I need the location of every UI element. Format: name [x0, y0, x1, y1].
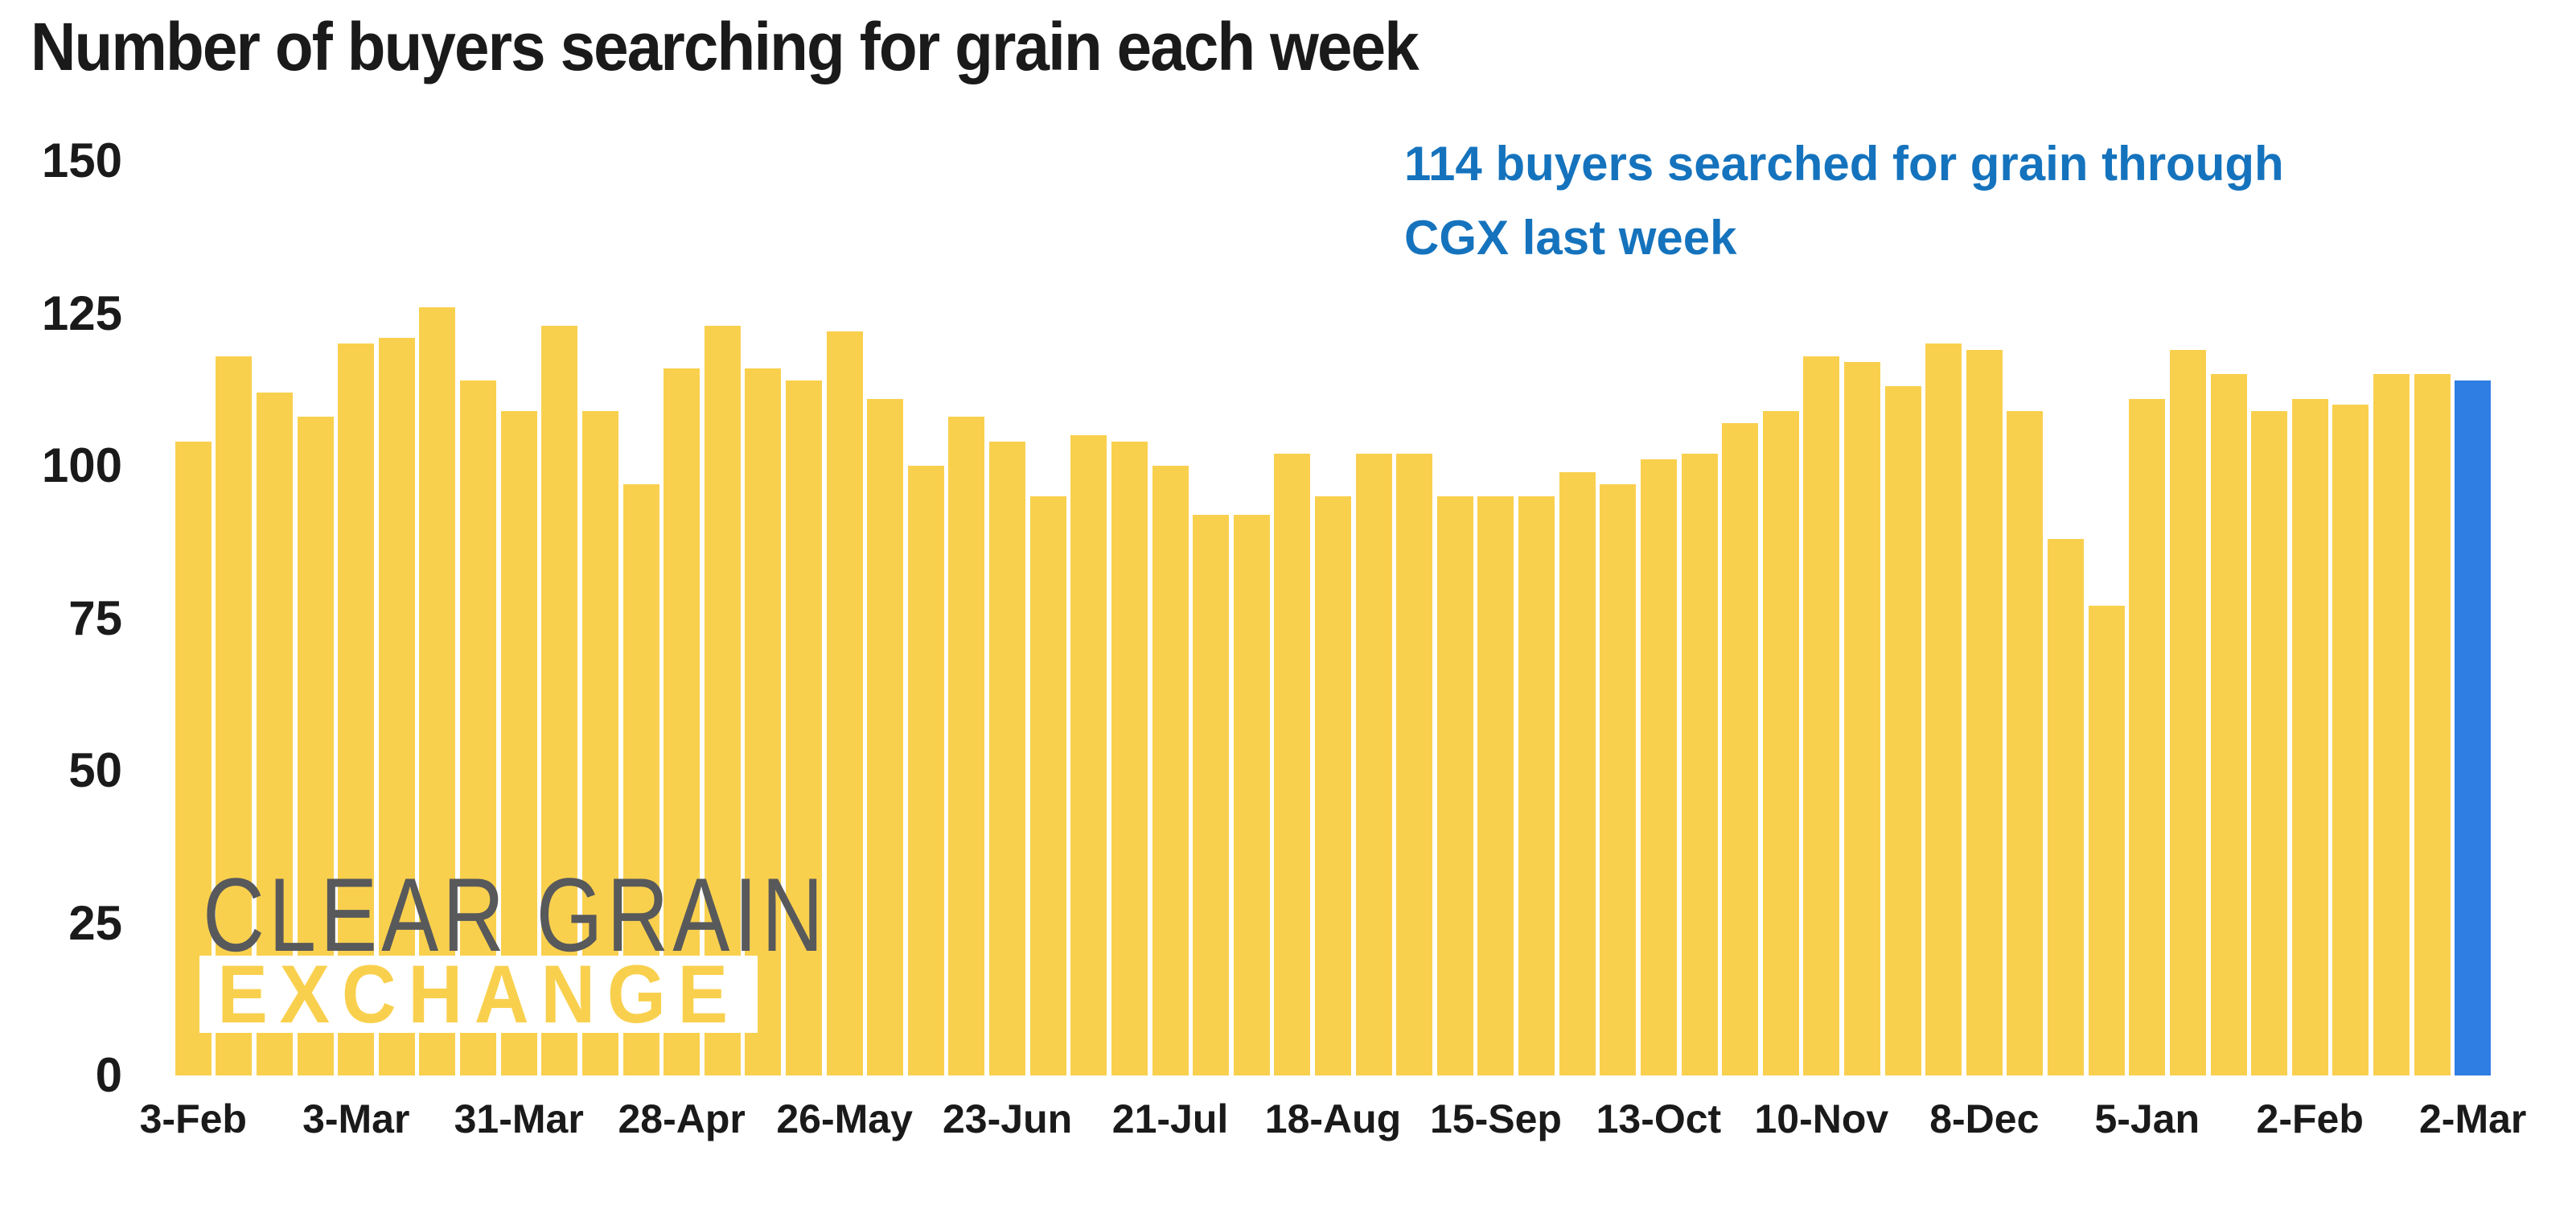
bar	[1436, 496, 1473, 1075]
bar	[419, 306, 456, 1075]
plot-area	[173, 161, 2493, 1075]
y-axis: 0 25 50 75 100 125 150	[0, 0, 129, 1205]
bar	[1762, 410, 1799, 1075]
watermark-logo-band: EXCHANGE	[199, 948, 758, 1040]
bar	[1070, 435, 1107, 1075]
bar	[2414, 374, 2451, 1075]
bar	[1559, 471, 1596, 1075]
bar	[1029, 496, 1066, 1075]
bar	[826, 331, 863, 1075]
bar	[1193, 514, 1230, 1075]
bar	[1640, 459, 1677, 1075]
bar	[1722, 422, 1759, 1075]
x-axis-tick-label: 10-Nov	[1754, 1096, 1889, 1141]
bar	[786, 380, 823, 1075]
bar	[2251, 410, 2288, 1075]
y-axis-tick-label: 0	[95, 1048, 122, 1102]
x-axis-tick-label: 15-Sep	[1429, 1096, 1562, 1141]
bar	[2169, 349, 2206, 1075]
x-axis-tick-label: 28-Apr	[618, 1096, 746, 1141]
annotation-line-1: 114 buyers searched for grain through	[1404, 137, 2284, 191]
bar	[704, 325, 741, 1075]
bar	[2007, 410, 2044, 1075]
bar	[1803, 356, 1840, 1075]
x-axis-tick-label: 5-Jan	[2094, 1096, 2200, 1141]
x-axis-tick-label: 18-Aug	[1264, 1096, 1402, 1141]
x-axis-tick-label: 13-Oct	[1596, 1096, 1722, 1141]
bar	[1233, 514, 1270, 1075]
bar	[1966, 349, 2003, 1075]
bar	[2129, 398, 2166, 1075]
y-axis-tick-label: 25	[68, 895, 122, 950]
x-axis-tick-label: 3-Mar	[302, 1096, 410, 1141]
bar	[1274, 453, 1311, 1075]
chart-title: Number of buyers searching for grain eac…	[31, 9, 1419, 84]
x-axis-tick-label: 26-May	[776, 1096, 913, 1141]
x-axis-tick-label: 21-Jul	[1111, 1096, 1229, 1141]
bar	[1477, 496, 1514, 1075]
bar	[2291, 398, 2328, 1075]
y-axis-tick-label: 100	[41, 438, 122, 492]
bar	[1152, 466, 1189, 1075]
bar	[216, 356, 253, 1075]
x-axis-tick-label: 2-Feb	[2256, 1096, 2364, 1141]
bar	[1111, 441, 1148, 1075]
bar-last-week-highlight	[2455, 380, 2492, 1075]
annotation-line-2: CGX last week	[1404, 211, 1737, 265]
bar	[1843, 362, 1880, 1075]
watermark-logo-exchange: EXCHANGE	[217, 948, 740, 1040]
x-axis-tick-label: 3-Feb	[139, 1096, 247, 1141]
bar	[378, 337, 415, 1075]
watermark-logo-clear-grain: CLEAR GRAIN	[203, 856, 828, 973]
x-axis-tick-label: 23-Jun	[942, 1096, 1073, 1141]
bar	[1396, 453, 1433, 1075]
y-axis-tick-label: 50	[68, 743, 122, 797]
bar	[907, 466, 944, 1075]
bar	[2048, 538, 2085, 1075]
y-axis-tick-label: 125	[41, 286, 122, 340]
bar	[1518, 496, 1555, 1075]
bar	[1884, 386, 1921, 1075]
bar	[948, 417, 985, 1075]
bar	[989, 441, 1026, 1075]
bar	[1315, 496, 1351, 1075]
bar	[338, 343, 375, 1075]
bar	[1681, 453, 1718, 1075]
bar	[2332, 405, 2369, 1075]
y-axis-tick-label: 75	[68, 590, 122, 645]
bar	[2088, 606, 2125, 1075]
bar	[1355, 453, 1392, 1075]
x-axis-tick-label: 31-Mar	[454, 1096, 584, 1141]
y-axis-tick-label: 150	[41, 134, 122, 187]
bar	[1925, 343, 1962, 1075]
bar	[1600, 483, 1637, 1075]
x-axis-tick-label: 2-Mar	[2419, 1096, 2527, 1141]
bar	[541, 325, 578, 1075]
x-axis-tick-label: 8-Dec	[1929, 1096, 2040, 1141]
bar	[867, 398, 904, 1075]
bar	[2210, 374, 2247, 1075]
bar	[2373, 374, 2410, 1075]
annotation-callout: 114 buyers searched for grain through CG…	[1404, 127, 2284, 275]
